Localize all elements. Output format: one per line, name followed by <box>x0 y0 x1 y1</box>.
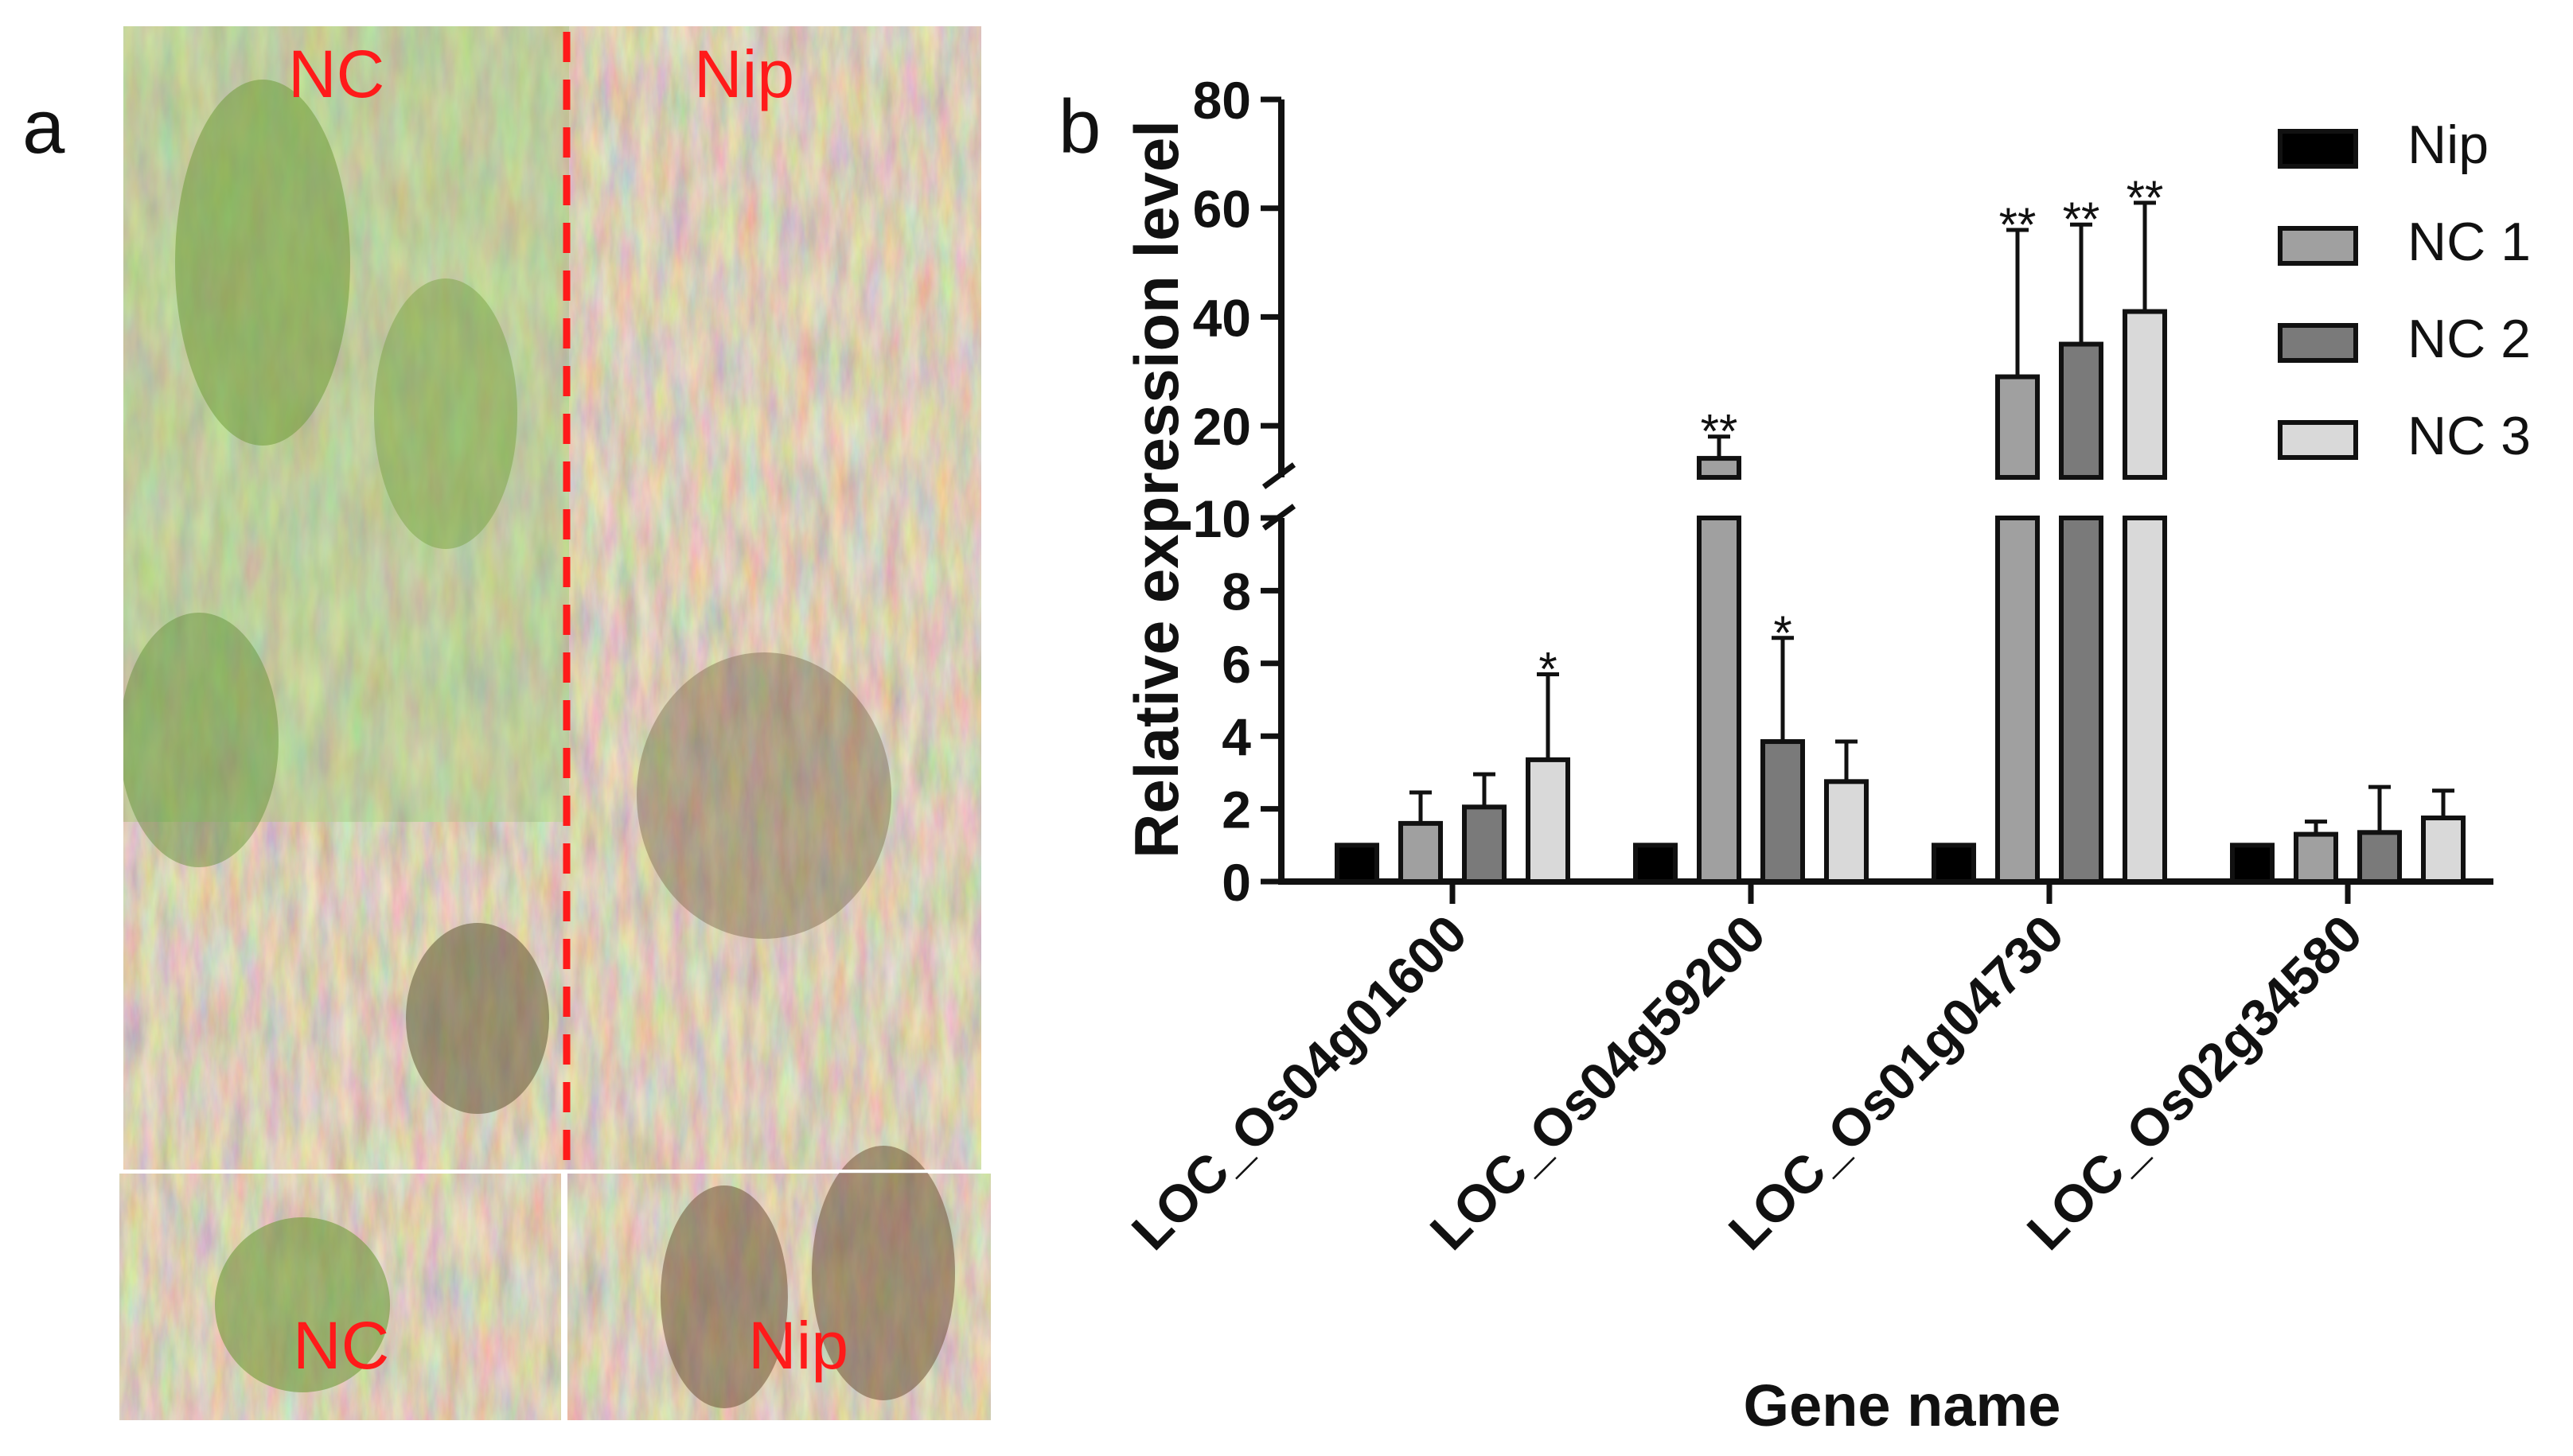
y-tick-label: 20 <box>1193 397 1251 456</box>
grass-clump <box>406 923 549 1114</box>
y-tick-label: 8 <box>1222 562 1251 621</box>
significance-label: * <box>1773 606 1791 660</box>
significance-label: ** <box>1999 198 2037 251</box>
bar <box>2123 309 2167 480</box>
bar <box>1462 804 1507 884</box>
legend-label: NC 2 <box>2407 309 2531 369</box>
legend-swatch <box>2278 420 2358 460</box>
x-axis-label: Gene name <box>1744 1372 2061 1438</box>
bar <box>2230 843 2275 885</box>
bar <box>1697 516 1741 884</box>
significance-label: ** <box>2063 193 2100 246</box>
y-tick-label: 0 <box>1222 853 1251 912</box>
bar <box>2123 516 2167 884</box>
y-tick-label: 4 <box>1222 707 1251 766</box>
legend-swatch <box>2278 323 2358 363</box>
grass-clump <box>374 278 517 549</box>
panel-label-b: b <box>1058 84 1101 169</box>
axis-break-mark <box>1261 462 1296 489</box>
y-tick-label: 40 <box>1193 288 1251 347</box>
x-tick-labels: LOC_Os04g01600LOC_Os04g59200LOC_Os01g047… <box>1121 904 2373 1261</box>
y-tick-label: 10 <box>1193 489 1251 548</box>
grass-clump <box>123 613 279 867</box>
bar <box>1995 516 2040 884</box>
bar <box>2059 516 2103 884</box>
legend-label: Nip <box>2407 115 2489 175</box>
field-photo-top <box>123 26 981 1170</box>
chart-bars: ****** ** ** <box>1335 171 2466 885</box>
photo-label-nc-bottom: NC <box>293 1308 389 1383</box>
y-tick-label: 80 <box>1193 71 1251 130</box>
bar <box>1633 843 1678 885</box>
photo-label-nip-bottom: Nip <box>748 1308 848 1383</box>
x-tick-label: LOC_Os04g59200 <box>1419 904 1776 1261</box>
legend: Nip NC 1 NC 2 NC 3 <box>2278 115 2531 466</box>
x-tick-label: LOC_Os01g04730 <box>1717 904 2075 1261</box>
y-tick-label: 60 <box>1193 180 1251 239</box>
grass-clump <box>175 80 350 446</box>
bar <box>2294 831 2338 884</box>
bar <box>2059 341 2103 480</box>
x-tick-label: LOC_Os02g34580 <box>2016 904 2373 1261</box>
legend-label: NC 3 <box>2407 406 2531 466</box>
bar <box>1932 843 1976 885</box>
legend-swatch <box>2278 129 2358 169</box>
significance-label: ** <box>2127 171 2164 224</box>
legend-label: NC 1 <box>2407 212 2531 272</box>
bar <box>1335 843 1379 885</box>
bar <box>1398 820 1443 885</box>
bar <box>1760 739 1805 884</box>
y-tick-label: 6 <box>1222 635 1251 694</box>
bar <box>2421 816 2466 885</box>
legend-swatch <box>2278 226 2358 266</box>
significance-label: * <box>1538 643 1557 696</box>
photo-panel: a NC Nip NC Nip <box>22 26 991 1420</box>
bar <box>1526 757 1570 885</box>
bar <box>1697 456 1741 481</box>
y-axis-label: Relative expression level <box>1121 120 1191 858</box>
field-photo-bottom-right <box>567 1146 991 1420</box>
panel-label-a: a <box>22 84 65 169</box>
x-tick-label: LOC_Os04g01600 <box>1121 904 1478 1261</box>
straw-clump <box>637 652 891 939</box>
photo-label-nip-top: Nip <box>694 37 794 111</box>
significance-label: ** <box>1701 405 1738 458</box>
bar <box>1824 779 1869 885</box>
photo-label-nc-top: NC <box>288 37 384 111</box>
y-tick-label: 2 <box>1222 781 1251 839</box>
chart-panel: b Relative expression level Gene name 0 2… <box>1058 71 2531 1438</box>
field-photo-bottom-left <box>119 1174 561 1420</box>
bar <box>1995 374 2040 481</box>
bar <box>2357 830 2402 885</box>
